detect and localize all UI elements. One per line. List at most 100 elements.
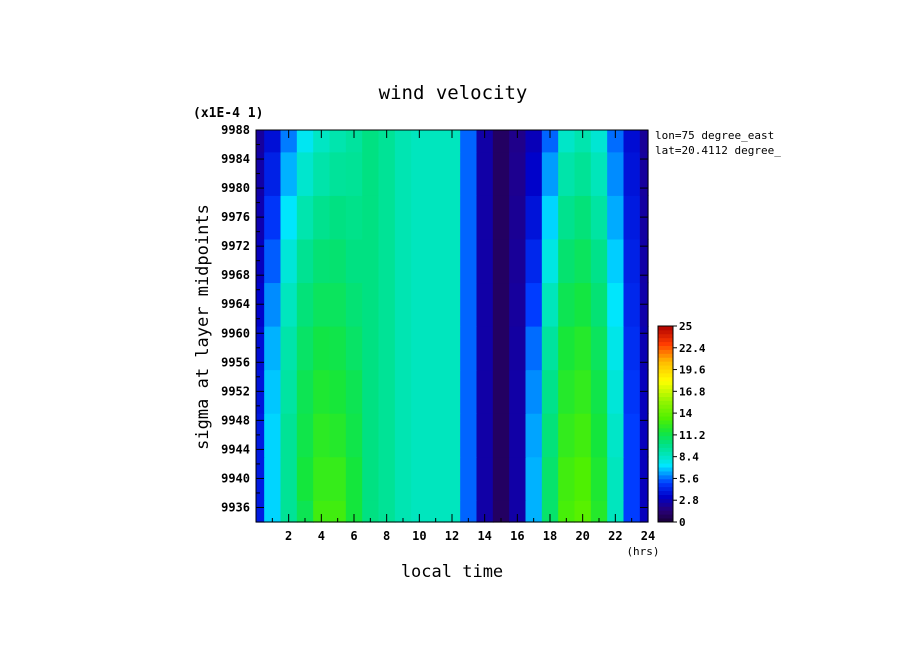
x-axis-unit: (hrs) (626, 545, 659, 558)
heatmap-cell (427, 195, 445, 240)
colorbar-band (658, 486, 673, 492)
heatmap-cell (476, 456, 494, 501)
heatmap-cell (476, 151, 494, 196)
heatmap-cell (329, 238, 347, 284)
heatmap-cell (525, 195, 543, 240)
heatmap-cell (256, 151, 265, 196)
heatmap-cell (345, 369, 363, 414)
heatmap-cell (623, 282, 641, 327)
colorbar-band (658, 424, 673, 429)
heatmap-cell (509, 151, 527, 196)
x-axis-ticks: 2 4 6 8 10 12 14 16 18 20 22 24 (271, 130, 655, 543)
heatmap-cell (460, 282, 478, 327)
colorbar-band (658, 384, 673, 390)
y-tick-label: 9984 (221, 152, 250, 166)
heatmap-cell (541, 282, 559, 327)
y-tick-label: 9968 (221, 268, 250, 282)
heatmap-cell (394, 238, 412, 284)
heatmap-cell (476, 326, 494, 371)
heatmap-cell (541, 500, 559, 523)
heatmap-cell (541, 130, 559, 153)
y-tick-label: 9960 (221, 326, 250, 340)
heatmap-cell (280, 456, 298, 501)
y-tick-label: 9980 (221, 181, 250, 195)
heatmap-cell (590, 238, 608, 284)
heatmap-cell (574, 413, 592, 458)
heatmap-cell (590, 326, 608, 371)
heatmap-cell (607, 369, 625, 414)
heatmap-cell (296, 195, 314, 240)
heatmap-cell (590, 130, 608, 153)
heatmap-cell (411, 369, 429, 414)
heatmap-cell (296, 238, 314, 284)
colorbar-band (658, 459, 673, 464)
heatmap-cell (345, 151, 363, 196)
colorbar-band (658, 494, 673, 499)
heatmap-cell (362, 326, 380, 371)
colorbar-band (658, 443, 673, 448)
heatmap-cell (443, 130, 461, 153)
heatmap-cell (607, 500, 625, 523)
y-tick-label: 9936 (221, 500, 250, 514)
heatmap-cell (256, 130, 265, 153)
x-tick-label: 24 (641, 529, 655, 543)
heatmap-cell (525, 282, 543, 327)
heatmap-cell (313, 151, 331, 196)
heatmap-cell (607, 238, 625, 284)
heatmap-cell (394, 326, 412, 371)
colorbar: 0 2.8 5.6 8.4 11.2 14 16.8 19.6 22.4 25 (657, 320, 706, 529)
heatmap-cell (476, 500, 494, 523)
heatmap-cell (280, 326, 298, 371)
heatmap-cell (574, 500, 592, 523)
heatmap-cell (460, 369, 478, 414)
heatmap-cell (264, 238, 282, 284)
heatmap-cell (607, 151, 625, 196)
heatmap-cell (590, 369, 608, 414)
colorbar-band (658, 365, 673, 370)
heatmap-cell (590, 500, 608, 523)
x-tick-label: 2 (285, 529, 292, 543)
heatmap-cell (411, 500, 429, 523)
heatmap-cell (492, 195, 510, 240)
y-tick-label: 9964 (221, 297, 250, 311)
heatmap-cell (329, 456, 347, 501)
x-tick-label: 14 (477, 529, 491, 543)
chart-title: wind velocity (379, 82, 528, 104)
x-tick-label: 16 (510, 529, 524, 543)
colorbar-band (658, 326, 673, 331)
colorbar-band (658, 490, 673, 495)
colorbar-band (658, 396, 673, 401)
heatmap-cell (411, 151, 429, 196)
heatmap-cell (329, 326, 347, 371)
heatmap-cell (525, 151, 543, 196)
heatmap-cell (378, 500, 396, 523)
heatmap-cell (574, 456, 592, 501)
heatmap-cell (639, 500, 649, 523)
heatmap-cell (280, 151, 298, 196)
heatmap-cell (378, 130, 396, 153)
heatmap-cell (623, 130, 641, 153)
colorbar-band (658, 474, 673, 480)
heatmap-cell (541, 238, 559, 284)
heatmap-cell (476, 369, 494, 414)
heatmap-cell (525, 326, 543, 371)
colorbar-band (658, 455, 673, 460)
heatmap-cell (623, 413, 641, 458)
heatmap-cell (427, 369, 445, 414)
heatmap-cell (492, 500, 510, 523)
heatmap-cell (411, 413, 429, 458)
heatmap-cell (427, 456, 445, 501)
heatmap-cell (443, 151, 461, 196)
heatmap-cell (574, 369, 592, 414)
heatmap-cell (427, 130, 445, 153)
heatmap-cell (443, 369, 461, 414)
colorbar-band (658, 478, 673, 484)
colorbar-band (658, 329, 673, 335)
heatmap-cell (443, 500, 461, 523)
y-tick-label: 9940 (221, 471, 250, 485)
heatmap-cell (264, 326, 282, 371)
heatmap-cell (362, 500, 380, 523)
heatmap-cell (492, 369, 510, 414)
heatmap-cell (460, 413, 478, 458)
